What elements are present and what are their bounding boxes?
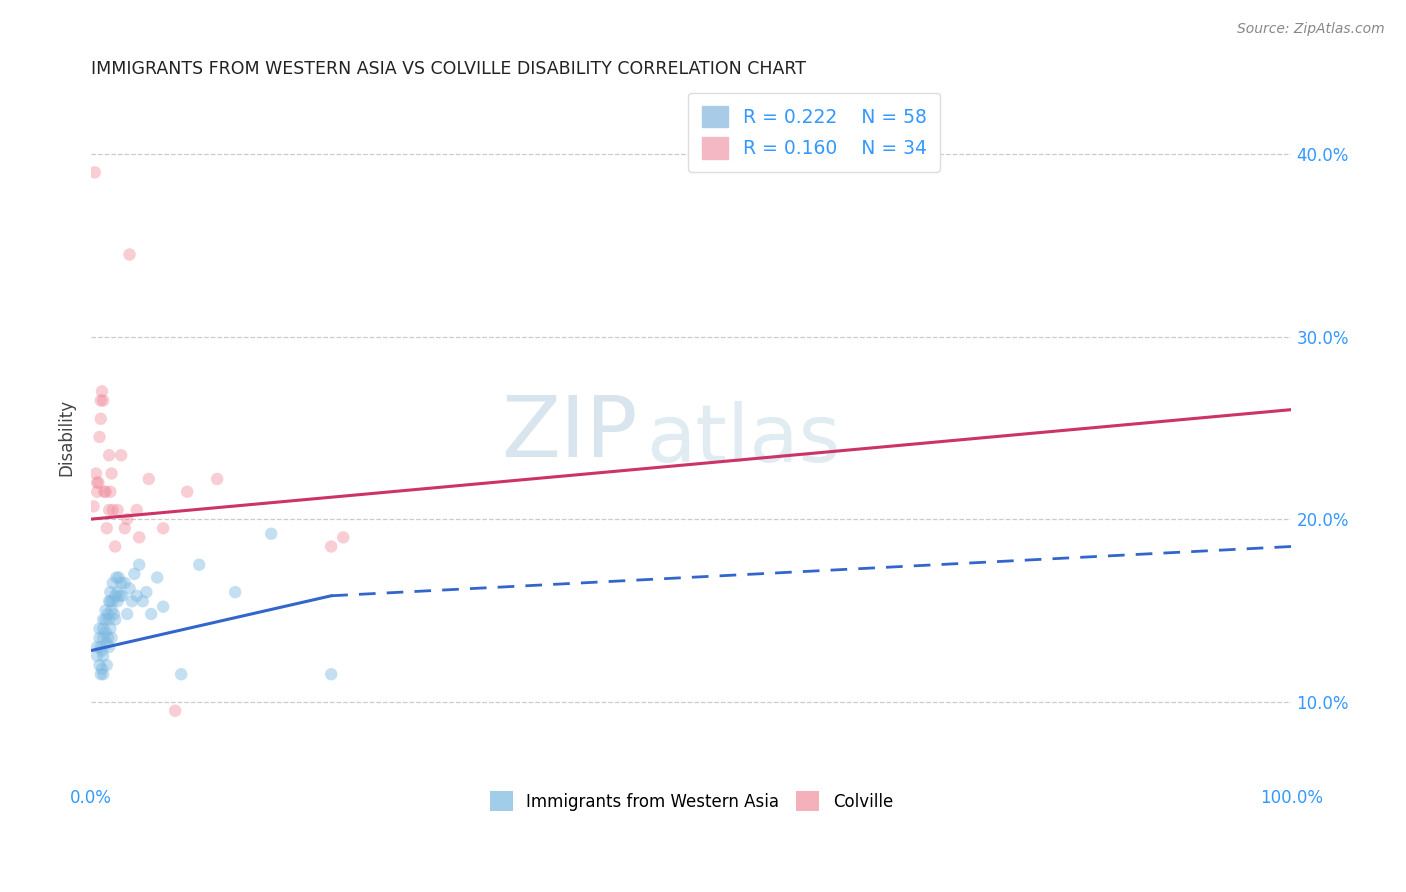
Text: Source: ZipAtlas.com: Source: ZipAtlas.com [1237, 22, 1385, 37]
Point [98, 484, 121, 499]
Point [138, 472, 160, 486]
Point [84, 467, 107, 481]
Point [104, 540, 127, 554]
Point [94, 484, 117, 499]
Point [89, 622, 111, 636]
Point [125, 503, 148, 517]
Point [96, 521, 118, 535]
Point [98, 622, 121, 636]
Point [141, 607, 163, 621]
Point [108, 589, 131, 603]
Point [98, 448, 121, 462]
Point [188, 558, 211, 572]
Point [107, 594, 129, 608]
Point [91, 622, 114, 636]
Point [110, 448, 132, 462]
Point [260, 526, 283, 541]
Point [86, 640, 108, 654]
Point [115, 607, 138, 621]
Point [128, 530, 150, 544]
Point [83, 165, 105, 179]
Point [165, 704, 187, 718]
Point [97, 631, 120, 645]
Point [205, 472, 228, 486]
Point [104, 612, 127, 626]
Text: atlas: atlas [645, 401, 839, 480]
Point [94, 625, 117, 640]
Legend: Immigrants from Western Asia, Colville: Immigrants from Western Asia, Colville [477, 778, 907, 824]
Point [124, 566, 146, 581]
Point [86, 475, 108, 490]
Point [98, 594, 121, 608]
Point [90, 393, 112, 408]
Point [107, 585, 129, 599]
Point [128, 558, 150, 572]
Point [97, 607, 120, 621]
Point [83, 500, 105, 514]
Point [332, 530, 354, 544]
Point [98, 585, 121, 599]
Point [107, 570, 129, 584]
Point [91, 662, 114, 676]
Point [98, 503, 121, 517]
Point [118, 247, 141, 261]
Point [86, 648, 108, 663]
Point [114, 521, 136, 535]
Point [98, 594, 121, 608]
Point [98, 640, 121, 654]
Point [152, 521, 174, 535]
Point [89, 631, 111, 645]
Point [89, 658, 111, 673]
Point [101, 503, 124, 517]
Point [101, 576, 124, 591]
Text: ZIP: ZIP [501, 392, 637, 475]
Text: IMMIGRANTS FROM WESTERN ASIA VS COLVILLE DISABILITY CORRELATION CHART: IMMIGRANTS FROM WESTERN ASIA VS COLVILLE… [91, 60, 806, 78]
Point [135, 585, 157, 599]
Point [100, 603, 122, 617]
Point [110, 576, 132, 591]
Point [170, 667, 193, 681]
Point [114, 576, 136, 591]
Point [98, 612, 121, 626]
Point [96, 636, 118, 650]
Point [321, 667, 343, 681]
Point [91, 631, 114, 645]
Point [87, 475, 110, 490]
Y-axis label: Disability: Disability [58, 399, 75, 475]
Point [321, 540, 343, 554]
Point [115, 512, 138, 526]
Point [86, 484, 108, 499]
Point [152, 599, 174, 614]
Point [90, 640, 112, 654]
Point [91, 648, 114, 663]
Point [111, 589, 134, 603]
Point [91, 667, 114, 681]
Point [100, 467, 122, 481]
Point [105, 570, 128, 584]
Point [91, 393, 114, 408]
Point [107, 503, 129, 517]
Point [100, 631, 122, 645]
Point [103, 607, 125, 621]
Point [224, 585, 246, 599]
Point [104, 589, 127, 603]
Point [90, 667, 112, 681]
Point [93, 484, 115, 499]
Point [132, 594, 155, 608]
Point [146, 570, 169, 584]
Point [94, 612, 117, 626]
Point [94, 603, 117, 617]
Point [89, 430, 111, 444]
Point [125, 589, 148, 603]
Point [91, 643, 114, 657]
Point [91, 384, 114, 399]
Point [101, 594, 124, 608]
Point [118, 582, 141, 596]
Point [176, 484, 198, 499]
Point [90, 411, 112, 425]
Point [121, 594, 143, 608]
Point [91, 612, 114, 626]
Point [96, 658, 118, 673]
